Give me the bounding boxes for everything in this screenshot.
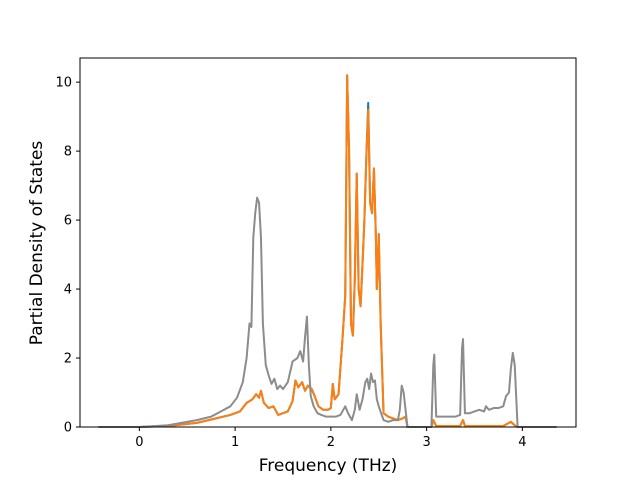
x-tick-label: 4 [518,435,526,450]
y-tick-label: 10 [55,76,72,91]
x-axis-label: Frequency (THz) [259,456,398,476]
y-tick-label: 6 [64,214,72,229]
y-tick-label: 4 [64,283,72,298]
x-tick-label: 0 [135,435,143,450]
y-tick-label: 8 [64,145,72,160]
x-tick-label: 2 [327,435,335,450]
y-tick-label: 2 [64,352,72,367]
axes-layer: 0 1 2 3 4 0 2 4 6 8 10 [55,57,577,450]
series-layer [98,74,557,428]
plot-background [80,58,576,427]
x-tick-label: 1 [231,435,239,450]
axes-frame [79,57,577,428]
plot-area [80,58,576,427]
y-tick-label: 0 [64,421,72,436]
x-tick-label: 3 [422,435,430,450]
y-axis-label: Partial Density of States [27,141,47,346]
series-line-3 [98,196,557,428]
